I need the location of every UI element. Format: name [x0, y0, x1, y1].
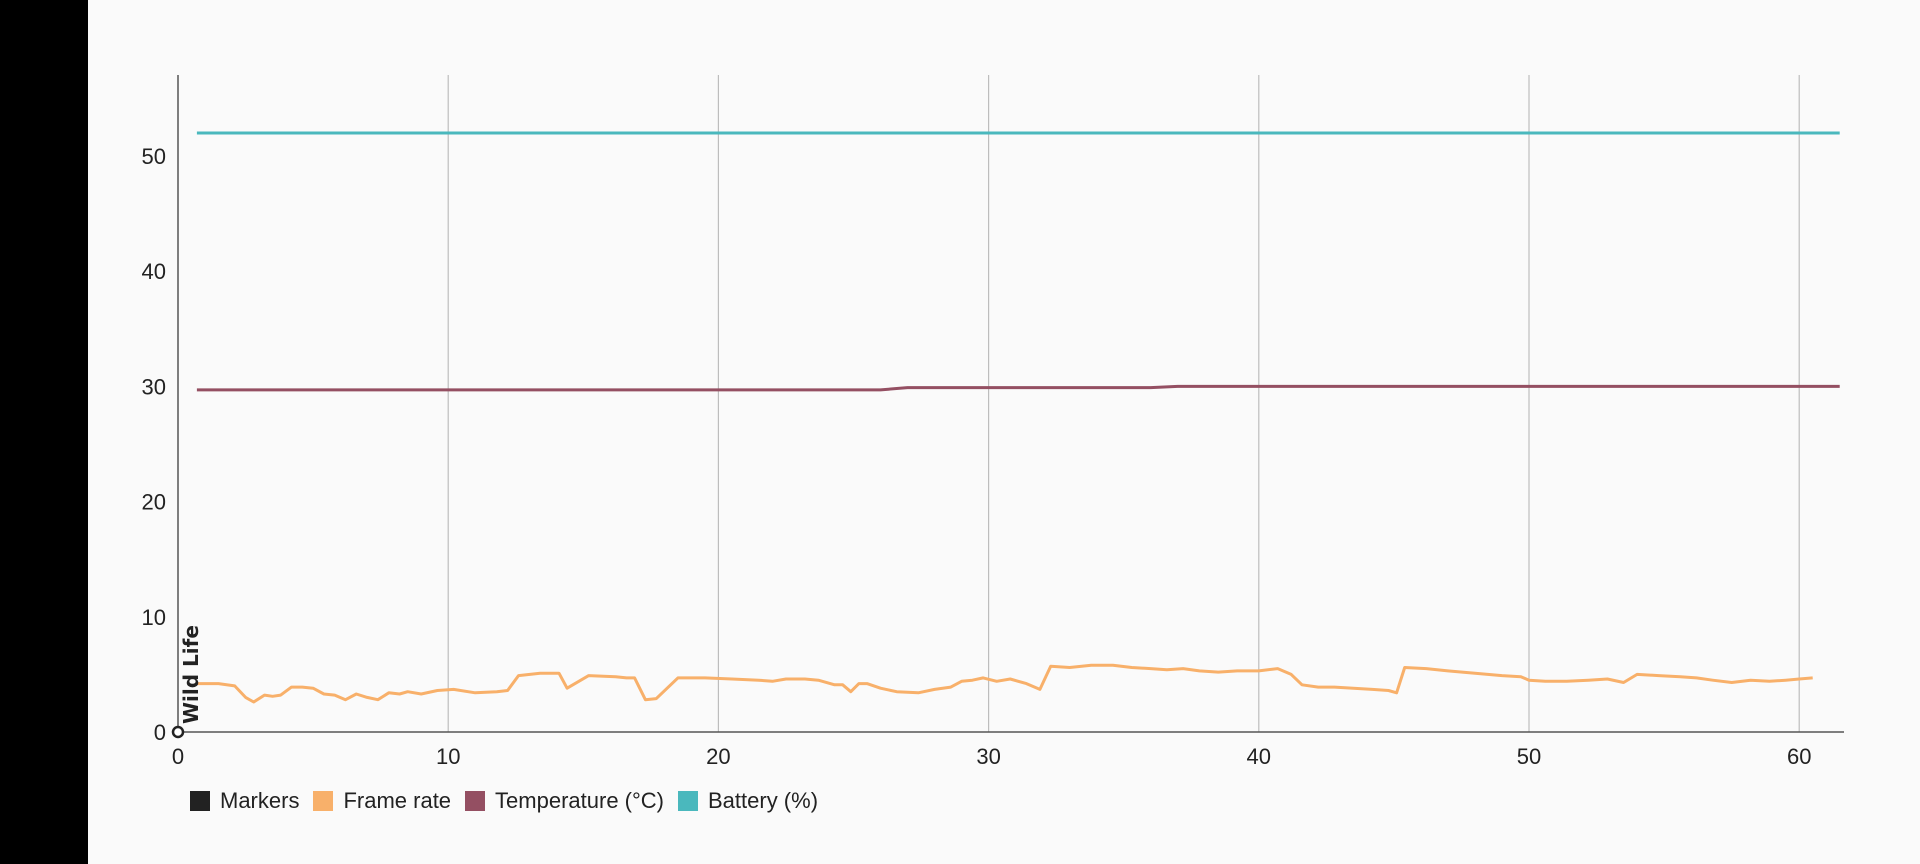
- left-black-bar: [0, 0, 88, 864]
- x-tick-label-0: 0: [172, 744, 184, 769]
- legend-item-0[interactable]: Markers: [190, 788, 299, 814]
- x-tick-label-30: 30: [976, 744, 1000, 769]
- y-tick-labels: 0 10 20 30 40 50: [142, 144, 166, 745]
- x-tick-label-60: 60: [1787, 744, 1811, 769]
- y-tick-label-30: 30: [142, 374, 166, 399]
- markers-layer: Wild Life: [171, 625, 203, 739]
- series-line-frame-rate: [196, 663, 1813, 704]
- y-tick-label-10: 10: [142, 605, 166, 630]
- legend-swatch-3: [678, 791, 698, 811]
- axes: [177, 75, 1844, 733]
- legend-label-3: Battery (%): [708, 788, 819, 813]
- legend-swatch-1: [313, 791, 334, 811]
- chart-legend: Markers Frame rate Temperature (°C) Battery…: [190, 788, 822, 814]
- legend-label-0: Markers: [220, 788, 300, 813]
- series-lines: [196, 131, 1840, 704]
- legend-item-1[interactable]: Frame rate: [313, 788, 451, 814]
- marker-point-0: [171, 725, 185, 739]
- legend-item-3[interactable]: Battery (%): [678, 788, 818, 814]
- y-tick-label-40: 40: [142, 259, 166, 284]
- x-tick-label-10: 10: [436, 744, 460, 769]
- legend-label-1: Frame rate: [343, 788, 452, 813]
- legend-swatch-0: [190, 791, 210, 811]
- y-tick-label-0: 0: [154, 720, 166, 745]
- legend-label-2: Temperature (°C): [495, 788, 664, 813]
- x-tick-labels: 0 10 20 30 40 50 60: [172, 744, 1812, 769]
- series-line-temperature-c: [196, 384, 1840, 392]
- marker-label-0: Wild Life: [179, 625, 203, 724]
- legend-item-2[interactable]: Temperature (°C): [465, 788, 664, 814]
- grid-lines: [447, 75, 1800, 732]
- legend-swatch-2: [465, 791, 486, 811]
- x-tick-label-20: 20: [706, 744, 730, 769]
- y-tick-label-20: 20: [142, 490, 166, 515]
- y-tick-label-50: 50: [142, 144, 166, 169]
- x-tick-label-40: 40: [1247, 744, 1271, 769]
- x-tick-label-50: 50: [1517, 744, 1541, 769]
